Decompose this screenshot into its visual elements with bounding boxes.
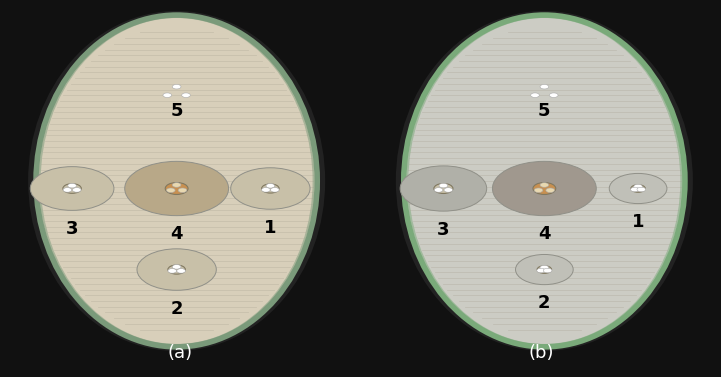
Circle shape — [172, 183, 181, 187]
Circle shape — [637, 187, 646, 192]
Circle shape — [544, 268, 552, 273]
Text: 2: 2 — [170, 300, 183, 318]
Circle shape — [536, 268, 545, 273]
Circle shape — [125, 161, 229, 216]
Text: 5: 5 — [170, 102, 183, 120]
Circle shape — [634, 184, 642, 189]
Circle shape — [182, 93, 190, 98]
Circle shape — [400, 166, 487, 211]
Circle shape — [262, 184, 279, 193]
Circle shape — [540, 183, 549, 187]
Circle shape — [73, 188, 81, 192]
Ellipse shape — [396, 11, 693, 351]
Text: 3: 3 — [437, 221, 450, 239]
Circle shape — [63, 184, 81, 193]
Circle shape — [540, 84, 549, 89]
Circle shape — [537, 266, 552, 273]
Circle shape — [137, 249, 216, 290]
Circle shape — [609, 173, 667, 204]
Circle shape — [168, 265, 185, 274]
Text: 5: 5 — [538, 102, 551, 120]
Circle shape — [68, 183, 76, 188]
Text: 3: 3 — [66, 220, 79, 238]
Circle shape — [177, 269, 185, 273]
Circle shape — [434, 188, 443, 192]
Text: (a): (a) — [168, 344, 193, 362]
Text: 2: 2 — [538, 294, 551, 312]
Circle shape — [168, 269, 177, 273]
Text: 4: 4 — [538, 225, 551, 243]
Circle shape — [549, 93, 558, 98]
Circle shape — [270, 188, 279, 192]
Circle shape — [546, 188, 554, 193]
Circle shape — [172, 265, 181, 269]
Circle shape — [534, 188, 543, 193]
Ellipse shape — [36, 15, 317, 347]
Circle shape — [262, 188, 270, 192]
Circle shape — [531, 93, 539, 98]
Circle shape — [439, 183, 448, 188]
Text: 4: 4 — [170, 225, 183, 243]
Circle shape — [231, 168, 310, 209]
Circle shape — [178, 188, 187, 193]
Circle shape — [167, 188, 175, 193]
Circle shape — [631, 185, 645, 192]
Circle shape — [165, 182, 188, 195]
Circle shape — [63, 188, 71, 192]
Circle shape — [172, 84, 181, 89]
Circle shape — [533, 182, 556, 195]
Circle shape — [516, 254, 573, 285]
Text: 1: 1 — [264, 219, 277, 237]
Circle shape — [30, 167, 114, 210]
Text: 1: 1 — [632, 213, 645, 231]
Circle shape — [444, 188, 453, 192]
Circle shape — [163, 93, 172, 98]
Circle shape — [492, 161, 596, 216]
Ellipse shape — [404, 15, 685, 347]
Ellipse shape — [28, 11, 325, 351]
Circle shape — [266, 184, 275, 188]
Circle shape — [434, 184, 453, 193]
Circle shape — [630, 187, 639, 192]
Text: (b): (b) — [528, 344, 554, 362]
Circle shape — [540, 265, 549, 270]
